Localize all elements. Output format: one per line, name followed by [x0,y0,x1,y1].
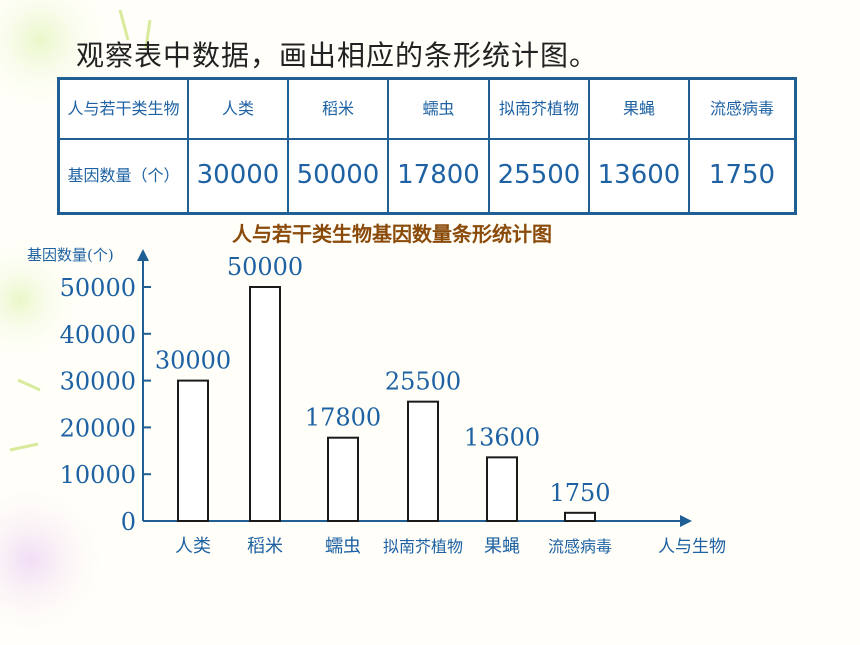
x-axis-label: 人与生物 [658,537,726,557]
x-tick-label: 流感病毒 [548,537,612,556]
table-header-row: 人与若干类生物 人类 稻米 蠕虫 拟南芥植物 果蝇 流感病毒 [57,77,797,140]
bar [564,511,596,522]
chart-title: 人与若干类生物基因数量条形统计图 [232,222,552,246]
table-value-cell: 1750 [688,138,797,215]
bar [177,379,209,522]
table-value-row: 基因数量（个） 30000 50000 17800 25500 13600 17… [57,138,797,215]
bar [407,400,439,522]
table-cell: 人类 [187,77,289,140]
table-row-label: 基因数量（个） [57,138,189,215]
bar-value-label: 50000 [227,253,303,281]
table-value-cell: 25500 [488,138,590,215]
bar [327,436,359,522]
table-value-cell: 30000 [187,138,289,215]
y-tick-label: 20000 [60,414,136,442]
y-axis-arrow [137,249,149,261]
bar-value-label: 13600 [464,423,540,451]
y-axis-label: 基因数量(个) [27,246,114,264]
table-cell: 蠕虫 [387,77,490,140]
table-cell: 流感病毒 [688,77,797,140]
gene-count-table: 人与若干类生物 人类 稻米 蠕虫 拟南芥植物 果蝇 流感病毒 基因数量（个） 3… [57,77,797,215]
bar [249,286,281,522]
x-tick-label: 稻米 [247,536,283,557]
bar-value-label: 30000 [155,347,231,375]
table-value-cell: 13600 [588,138,690,215]
x-tick-label: 拟南芥植物 [383,537,463,556]
table-cell: 稻米 [287,77,389,140]
x-tick-label: 蠕虫 [325,536,361,557]
x-tick-label: 果蝇 [484,536,520,557]
x-tick-label: 人类 [175,536,211,557]
page-heading: 观察表中数据，画出相应的条形统计图。 [76,39,599,72]
table-value-cell: 17800 [387,138,490,215]
bar [486,456,518,523]
y-tick-label: 50000 [60,274,136,302]
y-tick-label: 10000 [60,461,136,489]
x-axis-arrow [680,515,692,527]
y-tick-label: 30000 [60,368,136,396]
bar-value-label: 17800 [305,404,381,432]
table-cell: 拟南芥植物 [488,77,590,140]
table-row-label: 人与若干类生物 [57,77,189,140]
table-value-cell: 50000 [287,138,389,215]
y-tick-label: 40000 [60,321,136,349]
bar-value-label: 25500 [385,368,461,396]
y-tick-label: 0 [121,508,136,536]
table-cell: 果蝇 [588,77,690,140]
bar-value-label: 1750 [549,479,610,507]
